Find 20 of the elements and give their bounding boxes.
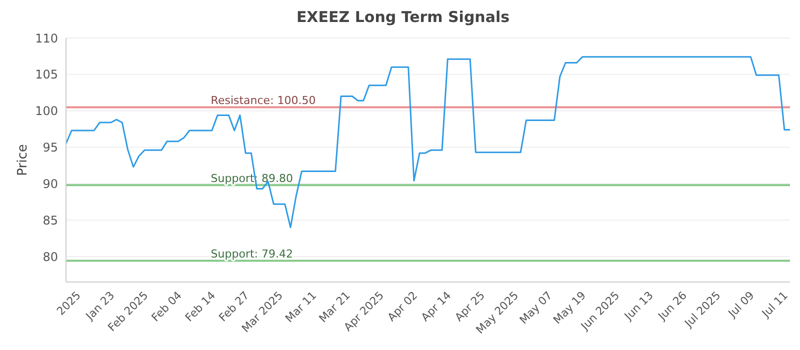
y-tick-label: 105 <box>35 68 58 82</box>
chart-title: EXEEZ Long Term Signals <box>295 8 511 26</box>
y-axis-title: Price <box>16 144 31 176</box>
x-tick-label: Jul 09 <box>725 288 757 321</box>
x-tick-label: Mar 11 <box>282 288 320 326</box>
x-tick-label: Feb 14 <box>182 288 218 324</box>
y-tick-label: 80 <box>42 250 58 264</box>
x-tick-label: Jul 11 <box>758 288 791 321</box>
y-tick-label: 100 <box>35 104 58 118</box>
y-tick-label: 95 <box>42 140 58 155</box>
x-tick-label: Apr 14 <box>418 288 454 324</box>
line-series <box>65 56 791 228</box>
y-tick-label: 90 <box>42 176 58 191</box>
y-tick-label: 85 <box>42 213 58 228</box>
x-tick-label: Apr 02 <box>385 288 420 324</box>
ref-line-label: Support: 79.42 <box>210 248 293 261</box>
x-tick-label: Jun 13 <box>621 288 656 324</box>
x-tick-label: Feb 04 <box>149 288 184 324</box>
y-tick-label: 110 <box>35 31 58 46</box>
ref-line-label: Resistance: 100.50 <box>210 94 316 108</box>
